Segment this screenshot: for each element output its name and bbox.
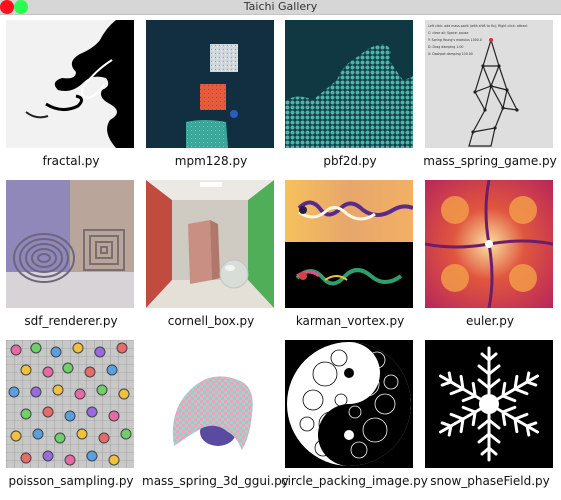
gallery-item-euler[interactable]: euler.py (425, 180, 555, 328)
mass-spring-3d-ggui-thumbnail[interactable] (146, 340, 274, 468)
gallery-item-label: poisson_sampling.py (8, 474, 134, 488)
window-title: Taichi Gallery (243, 0, 318, 13)
close-button[interactable] (0, 0, 14, 14)
gallery-item-label: euler.py (465, 314, 515, 328)
gallery-item-label: mass_spring_3d_ggui.py (142, 474, 289, 488)
cornell-box-thumbnail[interactable] (146, 180, 274, 308)
gallery-item-circle-packing-image[interactable]: circle_packing_image.py (281, 340, 428, 488)
gallery-item-mpm128[interactable]: mpm128.py (146, 20, 276, 168)
karman-vortex-thumbnail[interactable] (285, 180, 413, 308)
hint-line: X: Dashpot damping 100.00 (428, 52, 473, 56)
gallery-item-snow-phasefield[interactable]: snow_phaseField.py (425, 340, 555, 488)
hint-line: C: clear all; Space: pause (428, 31, 468, 35)
snow-phasefield-thumbnail[interactable] (425, 340, 553, 468)
mass-spring-game-thumbnail[interactable]: Left click: add mass point (with shift t… (425, 20, 553, 148)
hint-line: Y: Spring Young's modulus 1000.0 (428, 38, 482, 42)
mpm128-thumbnail[interactable] (146, 20, 274, 148)
maximize-button[interactable] (14, 0, 28, 14)
hint-line: Left click: add mass point (with shift t… (428, 24, 528, 28)
gallery-item-poisson-sampling[interactable]: poisson_sampling.py (6, 340, 136, 488)
pbf2d-thumbnail[interactable] (285, 20, 413, 148)
gallery-item-label: sdf_renderer.py (24, 314, 118, 328)
gallery-item-label: karman_vortex.py (295, 314, 405, 328)
gallery-item-mass-spring-3d-ggui[interactable]: mass_spring_3d_ggui.py (142, 340, 289, 488)
gallery-item-label: circle_packing_image.py (281, 474, 428, 488)
gallery-grid: fractal.py (6, 20, 557, 500)
gallery-item-label: mass_spring_game.py (423, 154, 557, 168)
gallery-item-pbf2d[interactable]: pbf2d.py (285, 20, 415, 168)
gallery-item-cornell-box[interactable]: cornell_box.py (146, 180, 276, 328)
gallery-item-label: cornell_box.py (167, 314, 255, 328)
gallery-item-fractal[interactable]: fractal.py (6, 20, 136, 168)
sdf-renderer-thumbnail[interactable] (6, 180, 134, 308)
gallery-item-label: mpm128.py (174, 154, 248, 168)
circle-packing-image-thumbnail[interactable] (285, 340, 413, 468)
gallery-item-mass-spring-game[interactable]: Left click: add mass point (with shift t… (423, 20, 557, 168)
title-bar[interactable]: Taichi Gallery (0, 0, 561, 15)
hint-line: D: Drag damping 1.00 (428, 45, 463, 49)
poisson-sampling-thumbnail[interactable] (6, 340, 134, 468)
gallery-item-sdf-renderer[interactable]: sdf_renderer.py (6, 180, 136, 328)
gallery-item-label: fractal.py (42, 154, 100, 168)
euler-thumbnail[interactable] (425, 180, 553, 308)
gallery-item-label: snow_phaseField.py (430, 474, 550, 488)
fractal-thumbnail[interactable] (6, 20, 134, 148)
gallery-item-label: pbf2d.py (323, 154, 377, 168)
gallery-item-karman-vortex[interactable]: karman_vortex.py (285, 180, 415, 328)
